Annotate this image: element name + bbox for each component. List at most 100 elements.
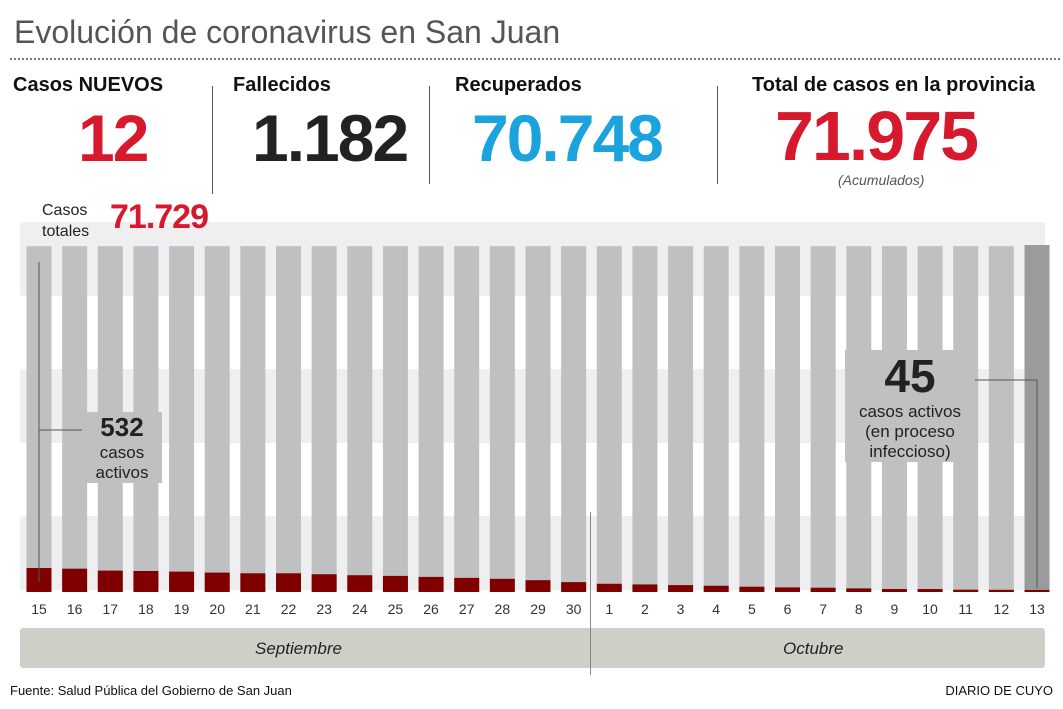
active-bar xyxy=(62,568,88,592)
last-active-value: 45 xyxy=(884,350,936,402)
active-bar xyxy=(1024,589,1050,592)
total-bar xyxy=(632,246,658,593)
recovered-label: Recuperados xyxy=(455,74,582,96)
active-bar xyxy=(311,574,337,592)
x-tick-label: 4 xyxy=(712,601,721,617)
x-tick-label: 11 xyxy=(958,601,973,617)
active-bar xyxy=(703,585,729,592)
total-bar xyxy=(454,246,480,593)
x-tick-label: 26 xyxy=(423,601,439,617)
active-bar xyxy=(596,583,622,592)
total-label: Total de casos en la provincia xyxy=(752,74,1036,96)
active-bar xyxy=(276,573,301,592)
active-bar xyxy=(382,575,408,592)
x-tick-label: 30 xyxy=(565,601,582,617)
x-tick-label: 2 xyxy=(641,601,649,617)
month-september: Septiembre xyxy=(255,639,342,658)
active-bar xyxy=(561,582,587,592)
brand: DIARIO DE CUYO xyxy=(945,683,1053,698)
divider xyxy=(10,58,1060,60)
deaths-value: 1.182 xyxy=(252,101,409,175)
total-bar xyxy=(988,246,1014,593)
divider xyxy=(212,86,213,194)
active-bar xyxy=(632,584,658,592)
x-tick-label: 20 xyxy=(209,601,225,617)
total-annotation-value: 71.729 xyxy=(110,198,209,236)
x-tick-label: 28 xyxy=(494,601,511,617)
active-bar xyxy=(97,570,123,592)
x-tick-label: 29 xyxy=(530,601,546,617)
source: Fuente: Salud Pública del Gobierno de Sa… xyxy=(10,683,292,698)
active-bar xyxy=(988,589,1014,592)
x-tick-label: 21 xyxy=(245,601,261,617)
x-tick-label: 23 xyxy=(316,601,332,617)
new-cases-value: 12 xyxy=(78,101,149,175)
page-title: Evolución de coronavirus en San Juan xyxy=(14,14,561,50)
active-bar xyxy=(775,587,800,592)
total-note: (Acumulados) xyxy=(838,172,925,188)
x-tick-label: 16 xyxy=(66,601,83,617)
active-bar xyxy=(169,571,195,592)
active-bar xyxy=(953,589,979,592)
x-tick-label: 24 xyxy=(351,601,368,617)
total-bar xyxy=(739,246,765,593)
active-bar xyxy=(418,576,444,592)
x-tick-label: 1 xyxy=(605,601,614,617)
active-bar xyxy=(917,589,943,592)
active-bar xyxy=(454,577,480,592)
x-tick-label: 8 xyxy=(854,601,863,617)
x-tick-label: 6 xyxy=(783,601,792,617)
total-bar xyxy=(204,246,230,593)
month-october: Octubre xyxy=(783,639,844,658)
divider xyxy=(717,86,718,184)
active-bar xyxy=(846,588,872,592)
leader-line xyxy=(38,429,95,582)
first-active-label: casos activos xyxy=(95,443,149,482)
x-tick-label: 12 xyxy=(993,601,1010,617)
active-bar xyxy=(668,585,694,592)
total-bar xyxy=(311,246,337,593)
leader-line xyxy=(970,379,1038,588)
first-active-value: 532 xyxy=(100,412,144,442)
total-bar xyxy=(347,246,373,593)
total-bar xyxy=(810,246,836,593)
x-tick-label: 25 xyxy=(387,601,404,617)
total-bar xyxy=(489,246,515,593)
deaths-label: Fallecidos xyxy=(233,74,331,96)
active-bar xyxy=(881,589,907,592)
total-bar xyxy=(276,246,301,593)
x-tick-label: 18 xyxy=(138,601,154,617)
last-active-label: casos activos (en proceso infeccioso) xyxy=(858,402,962,461)
month-bar xyxy=(20,628,1045,668)
total-bar xyxy=(596,246,622,593)
month-divider xyxy=(590,512,591,675)
active-bar xyxy=(489,578,515,592)
total-value: 71.975 xyxy=(775,97,979,175)
total-bar xyxy=(525,246,551,593)
total-bar xyxy=(240,246,266,593)
x-tick-label: 3 xyxy=(676,601,685,617)
active-bar xyxy=(347,575,373,592)
x-tick-label: 17 xyxy=(102,601,119,617)
active-bar xyxy=(240,573,266,592)
total-bar xyxy=(668,246,694,593)
x-tick-label: 15 xyxy=(31,601,47,617)
active-bar xyxy=(810,587,836,592)
divider xyxy=(429,86,430,184)
x-tick-label: 19 xyxy=(173,601,190,617)
total-bar xyxy=(418,246,444,593)
active-bar xyxy=(204,572,230,592)
total-bar xyxy=(775,246,800,593)
total-bar xyxy=(382,246,408,593)
x-tick-label: 5 xyxy=(747,601,756,617)
x-tick-label: 9 xyxy=(890,601,899,617)
total-bar xyxy=(703,246,729,593)
x-tick-label: 22 xyxy=(280,601,297,617)
new-cases-label: Casos NUEVOS xyxy=(13,74,164,96)
active-bar xyxy=(739,586,765,592)
x-tick-label: 10 xyxy=(922,601,938,617)
total-bar xyxy=(169,246,195,593)
total-annotation-label: Casos totales xyxy=(42,202,90,240)
active-bar xyxy=(525,580,551,592)
